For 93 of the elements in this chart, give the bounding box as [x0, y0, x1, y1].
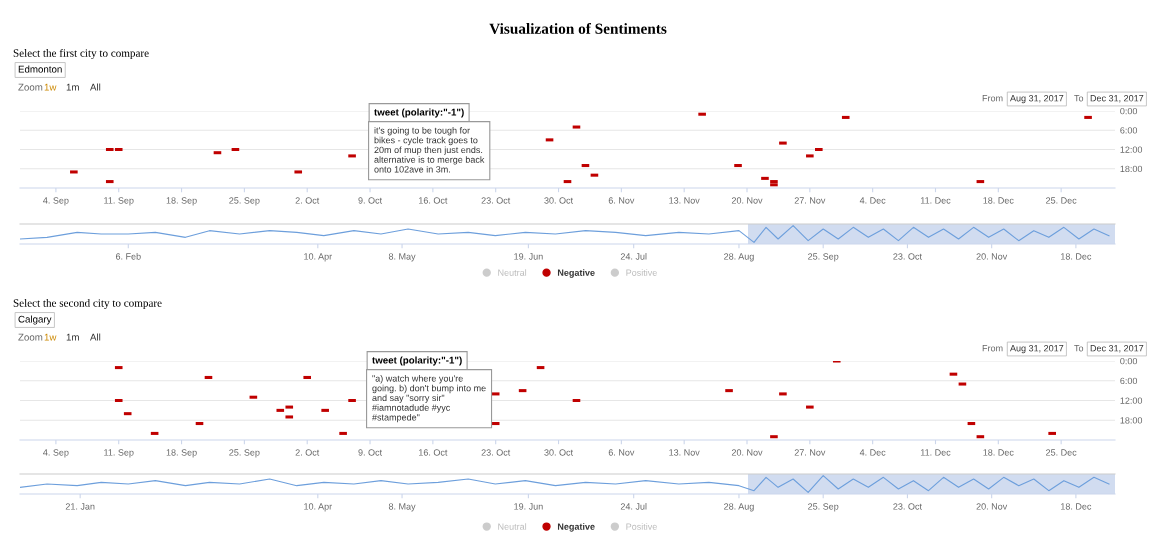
x-tick-label: 23. Oct	[893, 253, 922, 260]
x-tick-label: 21. Jan	[65, 503, 95, 510]
text: Zoom	[18, 333, 43, 341]
x-tick-label: 4. Sep	[43, 197, 69, 206]
text: To	[1074, 345, 1084, 352]
x-tick-label: 2. Oct	[295, 449, 320, 456]
x-tick-label: 10. Apr	[304, 253, 332, 262]
x-tick-label: 24. Jul	[620, 253, 647, 260]
x-tick-label: 13. Nov	[669, 449, 700, 456]
text: From	[982, 345, 1003, 352]
x-tick-label: 18. Sep	[166, 449, 197, 458]
x-tick-label: 25. Sep	[808, 253, 839, 262]
x-tick-label: 6. Feb	[115, 253, 141, 260]
x-tick-label: 25. Sep	[229, 197, 260, 206]
x-tick-label: 11. Sep	[104, 449, 134, 458]
chart-title: Visualization of Sentiments	[489, 22, 667, 34]
text: Zoom	[18, 83, 43, 91]
x-tick-label: 23. Oct	[893, 503, 922, 510]
legend-label: Positive	[626, 523, 657, 530]
text: All	[90, 333, 101, 341]
x-tick-label: 13. Nov	[669, 197, 700, 204]
x-tick-label: 20. Nov	[976, 253, 1008, 260]
x-tick-label: 20. Nov	[731, 197, 763, 204]
text: Edmonton	[18, 65, 62, 73]
y-tick-label: 18:00	[1120, 417, 1143, 424]
x-tick-label: 18. Dec	[1061, 503, 1092, 510]
y-tick-label: 6:00	[1120, 377, 1138, 385]
y-tick-label: 0:00	[1120, 107, 1138, 115]
y-tick-label: 12:00	[1120, 146, 1143, 153]
x-tick-label: 19. Jun	[514, 503, 543, 510]
x-tick-label: 30. Oct	[544, 197, 574, 204]
x-tick-label: 10. Apr	[304, 503, 332, 512]
x-tick-label: 25. Sep	[229, 449, 260, 458]
x-tick-label: 20. Nov	[731, 449, 763, 456]
y-tick-label: 6:00	[1120, 127, 1138, 134]
legend-label: Negative	[557, 269, 595, 278]
x-tick-label: 18. Dec	[983, 449, 1014, 456]
text: Select the first city to compare	[13, 48, 149, 60]
x-tick-label: 30. Oct	[544, 449, 574, 456]
legend-label: Positive	[626, 269, 657, 276]
x-tick-label: 25. Dec	[1046, 197, 1077, 204]
x-tick-label: 24. Jul	[620, 503, 647, 510]
text: 1w	[44, 333, 57, 341]
y-tick-label: 18:00	[1120, 165, 1143, 173]
y-tick-label: 0:00	[1120, 357, 1138, 365]
x-tick-label: 2. Oct	[295, 197, 320, 204]
text: Aug 31, 2017	[1010, 345, 1064, 354]
x-tick-label: 27. Nov	[794, 449, 826, 456]
x-tick-label: 18. Dec	[983, 197, 1014, 204]
text: 1w	[44, 83, 57, 91]
x-tick-label: 9. Oct	[358, 197, 383, 204]
text: Dec 31, 2017	[1090, 345, 1144, 353]
text: 1m	[66, 333, 79, 341]
x-tick-label: 25. Sep	[808, 503, 839, 512]
x-tick-label: 23. Oct	[481, 197, 511, 204]
text: Dec 31, 2017	[1090, 95, 1144, 103]
x-tick-label: 25. Dec	[1046, 449, 1077, 456]
x-tick-label: 11. Dec	[920, 197, 951, 204]
annotation: tweet (polarity:"-1")	[374, 108, 464, 118]
text: Select the second city to compare	[13, 298, 162, 310]
x-tick-label: 20. Nov	[976, 503, 1008, 510]
x-tick-label: 4. Dec	[859, 449, 886, 456]
x-tick-label: 8. May	[388, 253, 416, 262]
x-tick-label: 28. Aug	[724, 253, 754, 262]
x-tick-label: 16. Oct	[419, 449, 448, 456]
x-tick-label: 6. Nov	[608, 449, 635, 456]
x-tick-label: 16. Oct	[419, 197, 448, 204]
x-tick-label: 28. Aug	[724, 503, 754, 512]
x-tick-label: 8. May	[388, 503, 416, 512]
x-tick-label: 9. Oct	[358, 449, 383, 456]
x-tick-label: 18. Dec	[1061, 253, 1092, 260]
x-tick-label: 18. Sep	[166, 197, 197, 206]
y-tick-label: 12:00	[1120, 397, 1143, 404]
text: All	[90, 83, 101, 91]
text: To	[1074, 95, 1084, 102]
x-tick-label: 4. Dec	[859, 197, 886, 204]
legend-label: Negative	[557, 523, 595, 532]
annotation: "a) watch where you're going. b) don't bump into me and say "sorry sir" #iamnotadude #yyc #stampede"	[372, 375, 486, 423]
x-tick-label: 19. Jun	[514, 253, 543, 260]
text: 1m	[66, 83, 79, 91]
x-tick-label: 27. Nov	[794, 197, 826, 204]
x-tick-label: 6. Nov	[608, 197, 635, 204]
annotation: it's going to be tough for bikes - cycle track goes to 20m of mup then just ends. alternative is to merge back onto 102ave in 3m.	[374, 127, 485, 173]
x-tick-label: 4. Sep	[43, 449, 69, 458]
legend-label: Neutral	[498, 523, 527, 530]
x-tick-label: 11. Sep	[104, 197, 134, 206]
text: Calgary	[18, 315, 52, 325]
x-tick-label: 11. Dec	[920, 449, 951, 456]
text: Aug 31, 2017	[1010, 95, 1064, 104]
text: From	[982, 95, 1003, 102]
annotation: tweet (polarity:"-1")	[372, 356, 462, 366]
x-tick-label: 23. Oct	[481, 449, 511, 456]
legend-label: Neutral	[498, 269, 527, 276]
